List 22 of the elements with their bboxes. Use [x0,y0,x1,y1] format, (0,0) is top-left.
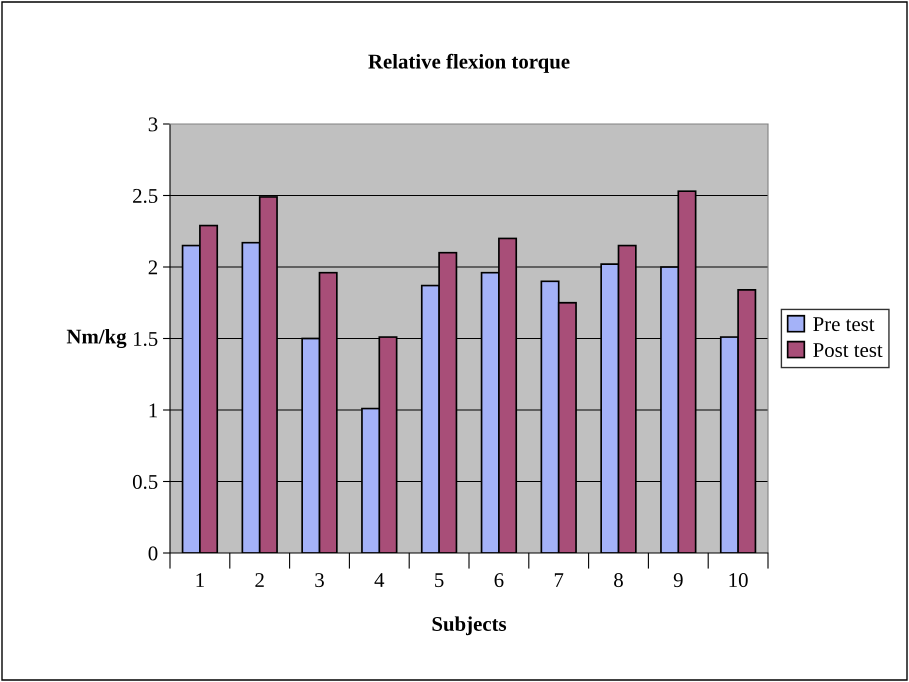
chart-title: Relative flexion torque [368,54,570,73]
x-tick-label: 3 [315,573,324,588]
x-tick-label: 1 [196,573,204,587]
y-axis-title: Nm/kg [66,328,126,348]
y-tick-label: 2 [148,260,158,274]
y-tick-label: 2.5 [133,188,158,204]
x-tick-label: 8 [614,573,623,588]
x-tick-label: 5 [435,573,444,588]
x-tick-label: 7 [554,573,564,587]
x-tick-label: 6 [494,573,504,588]
y-tick-label: 0.5 [132,474,158,490]
y-tick-label: 1.5 [134,332,158,346]
x-tick-label: 4 [374,573,384,587]
x-tick-label: 9 [674,573,683,588]
x-tick-label: 10 [730,573,748,588]
legend-label: Pre test [813,317,874,332]
x-tick-label: 2 [255,573,264,587]
y-tick-label: 0 [148,546,158,560]
y-tick-label: 1 [150,403,157,418]
x-axis-title: Subjects [432,616,506,636]
y-tick-label: 3 [148,117,158,132]
legend-label: Post test [813,343,883,358]
